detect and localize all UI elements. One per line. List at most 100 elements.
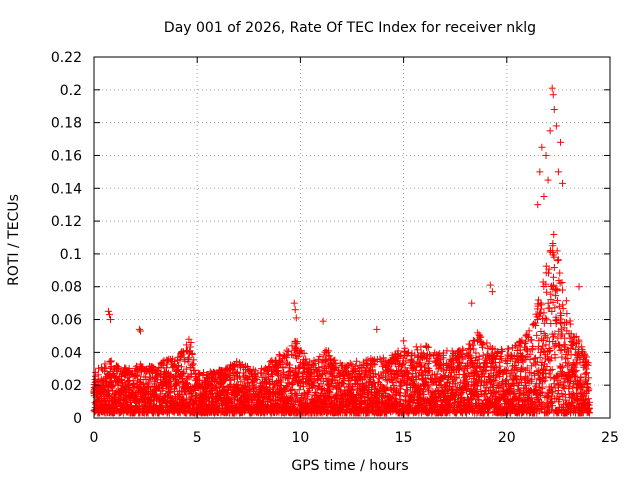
data-point bbox=[185, 354, 193, 362]
data-point bbox=[566, 320, 574, 328]
data-point bbox=[290, 299, 298, 307]
y-tick-label: 0.18 bbox=[51, 116, 82, 132]
data-point bbox=[373, 325, 381, 333]
data-point bbox=[542, 314, 550, 322]
y-tick-label: 0.22 bbox=[51, 50, 82, 66]
data-point bbox=[558, 278, 566, 286]
data-point bbox=[108, 382, 116, 390]
data-point bbox=[188, 350, 196, 358]
data-point bbox=[469, 336, 477, 344]
y-tick-labels: 00.020.040.060.080.10.120.140.160.180.20… bbox=[51, 50, 82, 427]
data-point bbox=[546, 127, 554, 135]
data-point bbox=[189, 360, 197, 368]
data-points bbox=[90, 84, 594, 417]
y-tick-label: 0.08 bbox=[51, 280, 82, 296]
y-tick-label: 0.04 bbox=[51, 345, 82, 361]
data-point bbox=[545, 370, 553, 378]
data-point bbox=[122, 396, 130, 404]
data-point bbox=[94, 371, 102, 379]
data-point bbox=[176, 356, 184, 364]
data-point bbox=[583, 369, 591, 377]
x-tick-label: 25 bbox=[601, 430, 619, 446]
data-point bbox=[299, 369, 307, 377]
data-point bbox=[554, 257, 562, 265]
data-point bbox=[166, 389, 174, 397]
data-point bbox=[115, 365, 123, 373]
data-point bbox=[378, 362, 386, 370]
y-tick-label: 0.2 bbox=[60, 83, 82, 99]
x-tick-label: 0 bbox=[90, 430, 99, 446]
data-point bbox=[553, 287, 561, 295]
data-point bbox=[190, 356, 198, 364]
data-point bbox=[563, 310, 571, 318]
data-point bbox=[136, 327, 144, 335]
y-tick-label: 0.14 bbox=[51, 181, 82, 197]
data-point bbox=[292, 314, 300, 322]
y-tick-label: 0.06 bbox=[51, 313, 82, 329]
data-point bbox=[486, 281, 494, 289]
data-point bbox=[130, 380, 138, 388]
data-point bbox=[559, 179, 567, 187]
data-point bbox=[101, 360, 109, 368]
data-point bbox=[540, 192, 548, 200]
data-point bbox=[319, 317, 327, 325]
data-point bbox=[530, 320, 538, 328]
x-axis-label: GPS time / hours bbox=[291, 458, 408, 474]
data-point bbox=[141, 389, 149, 397]
data-point bbox=[554, 168, 562, 176]
data-point bbox=[106, 390, 114, 398]
data-point bbox=[154, 367, 162, 375]
data-point bbox=[183, 394, 191, 402]
data-point bbox=[548, 84, 556, 92]
data-point bbox=[104, 307, 112, 315]
data-point bbox=[556, 138, 564, 146]
data-point bbox=[542, 151, 550, 159]
data-point bbox=[556, 269, 564, 277]
data-point bbox=[475, 332, 483, 340]
data-point bbox=[559, 286, 567, 294]
data-point bbox=[100, 396, 108, 404]
data-point bbox=[550, 264, 558, 272]
data-point bbox=[562, 297, 570, 305]
data-point bbox=[468, 299, 476, 307]
x-tick-label: 15 bbox=[395, 430, 413, 446]
data-point bbox=[544, 176, 552, 184]
data-point bbox=[553, 247, 561, 255]
data-point bbox=[504, 345, 512, 353]
data-point bbox=[210, 377, 218, 385]
data-point bbox=[157, 390, 165, 398]
y-tick-label: 0.02 bbox=[51, 378, 82, 394]
y-tick-label: 0.1 bbox=[60, 247, 82, 263]
data-point bbox=[120, 384, 128, 392]
data-point bbox=[550, 273, 558, 281]
data-point bbox=[105, 311, 113, 319]
y-tick-label: 0.16 bbox=[51, 148, 82, 164]
data-point bbox=[191, 367, 199, 375]
data-point bbox=[95, 364, 103, 372]
data-point bbox=[551, 354, 559, 362]
data-point bbox=[549, 91, 557, 99]
data-point bbox=[210, 370, 218, 378]
x-tick-labels: 0 5 10 15 20 25 bbox=[90, 430, 619, 446]
data-point bbox=[182, 365, 190, 373]
data-point bbox=[550, 230, 558, 238]
data-point bbox=[175, 362, 183, 370]
data-point bbox=[550, 106, 558, 114]
data-point bbox=[166, 375, 174, 383]
y-tick-label: 0.12 bbox=[51, 214, 82, 230]
data-point bbox=[538, 301, 546, 309]
data-point bbox=[199, 371, 207, 379]
data-point bbox=[536, 168, 544, 176]
data-point bbox=[195, 371, 203, 379]
data-point bbox=[488, 288, 496, 296]
data-point bbox=[135, 325, 143, 333]
data-point bbox=[177, 363, 185, 371]
data-point bbox=[118, 390, 126, 398]
data-point bbox=[283, 346, 291, 354]
data-point bbox=[551, 304, 559, 312]
data-point bbox=[503, 376, 511, 384]
chart-title: Day 001 of 2026, Rate Of TEC Index for r… bbox=[164, 20, 536, 36]
data-point bbox=[575, 283, 583, 291]
x-tick-label: 10 bbox=[291, 430, 309, 446]
